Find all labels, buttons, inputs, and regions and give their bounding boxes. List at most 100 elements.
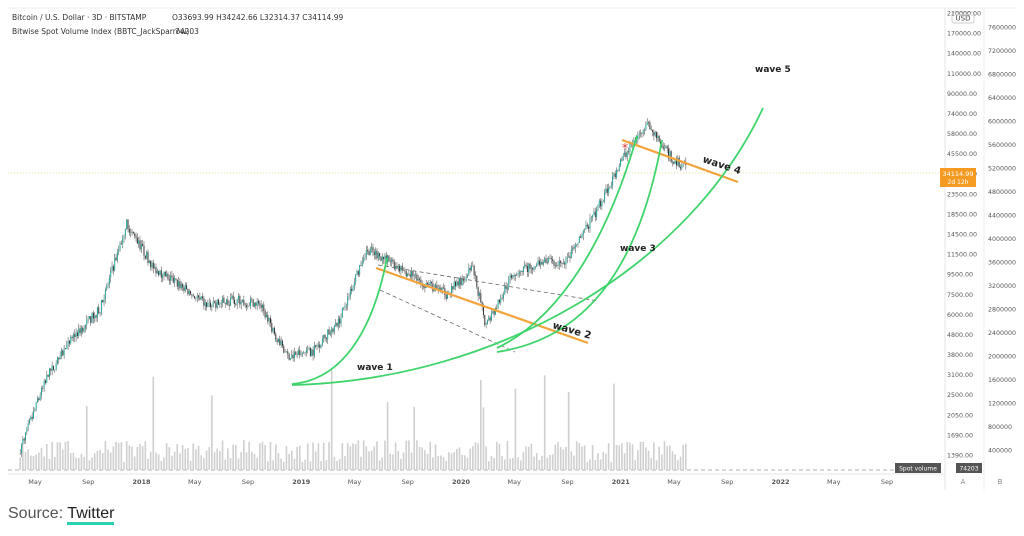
volume-bar [56,442,59,470]
time-tick-label: May [28,478,42,486]
volume-bar [101,452,104,470]
candle-body [562,263,564,264]
candle-body [289,358,291,360]
candle-body [557,264,559,266]
volume-bar [426,453,429,470]
candle-body [439,287,441,291]
volume-bar [442,457,445,470]
time-tick-label: Sep [402,478,414,486]
candle-body [392,259,394,262]
candle-body [449,292,451,294]
candle-body [127,219,129,229]
price-tick-label: 6000.00 [947,312,973,319]
volume-tick-label: 6800000 [988,72,1016,79]
candle-body [673,161,675,164]
volume-bar [173,451,176,470]
candle-body [614,173,616,178]
candle-body [277,338,279,343]
candle-body [552,259,554,261]
time-tick-label: May [667,478,681,486]
candle-body [608,187,610,193]
auto-scale-button[interactable]: A [961,478,966,486]
candle-body [30,416,32,420]
candle-body [143,245,145,256]
candle-body [122,238,124,244]
candle-body [473,265,475,276]
currency-badge[interactable] [951,11,975,24]
volume-tick-label: 4800000 [988,189,1016,196]
volume-bar [554,444,557,470]
volume-bar [117,442,120,470]
candle-body [472,265,474,267]
candle-body [466,275,468,278]
source-link[interactable]: Twitter [67,505,115,525]
volume-bar [493,458,495,470]
candle-body [184,285,186,291]
candle-body [605,188,607,193]
volume-tick-label: 5600000 [988,142,1016,149]
candle-body [126,219,128,229]
candle-body [447,293,449,299]
volume-bar [208,447,211,470]
candle-body [660,141,662,144]
volume-bar [453,452,455,470]
candle-body [598,200,600,206]
candle-body [202,296,204,299]
price-tick-label: 110000.00 [947,71,981,78]
candle-body [564,263,566,265]
candle-body [320,344,322,348]
candle-body [31,416,33,419]
candle-body [668,148,670,159]
volume-bar [583,445,586,470]
volume-tick-label: 7600000 [988,25,1016,32]
candle-body [196,295,198,298]
volume-bar [605,453,607,470]
candle-body [558,260,560,266]
candle-body [120,243,122,244]
volume-bar [248,441,250,470]
candle-body [273,327,275,334]
volume-bar [32,455,35,470]
volume-bar [91,457,93,470]
candle-body [204,302,206,306]
volume-bar [448,452,450,470]
candle-body [513,275,515,277]
volume-bar [373,446,376,470]
candle-body [645,125,647,130]
volume-bar [410,452,413,470]
volume-bar [27,449,29,470]
candle-body [625,152,627,158]
candle-body [347,296,349,306]
candle-body [308,347,310,349]
candle-body [168,279,170,281]
time-tick-label: Sep [881,478,893,486]
candle-body [271,322,273,332]
candle-body [609,187,611,188]
candle-body [493,311,495,315]
scale-settings-button[interactable]: B [998,478,1003,486]
candle-body [242,299,244,302]
candle-body [43,380,45,389]
candle-body [174,278,176,283]
volume-bar [671,451,674,470]
candle-body [593,211,595,215]
candle-body [570,249,572,258]
candle-body [39,395,41,400]
volume-bar [631,444,634,470]
volume-bar [43,456,45,470]
candle-body [144,255,146,259]
candle-body [436,284,438,289]
candle-body [276,339,278,343]
price-tick-label: 14500.00 [947,232,977,239]
volume-bar [184,448,187,470]
volume-bar [581,446,583,470]
volume-bar [306,443,309,470]
candle-body [190,290,192,295]
volume-tick-label: 2000000 [988,354,1016,361]
candle-body [253,302,255,307]
candle-body [606,188,608,193]
candle-body [29,419,31,424]
volume-bar [623,453,626,470]
volume-bar [160,461,163,470]
volume-bar [19,457,21,470]
